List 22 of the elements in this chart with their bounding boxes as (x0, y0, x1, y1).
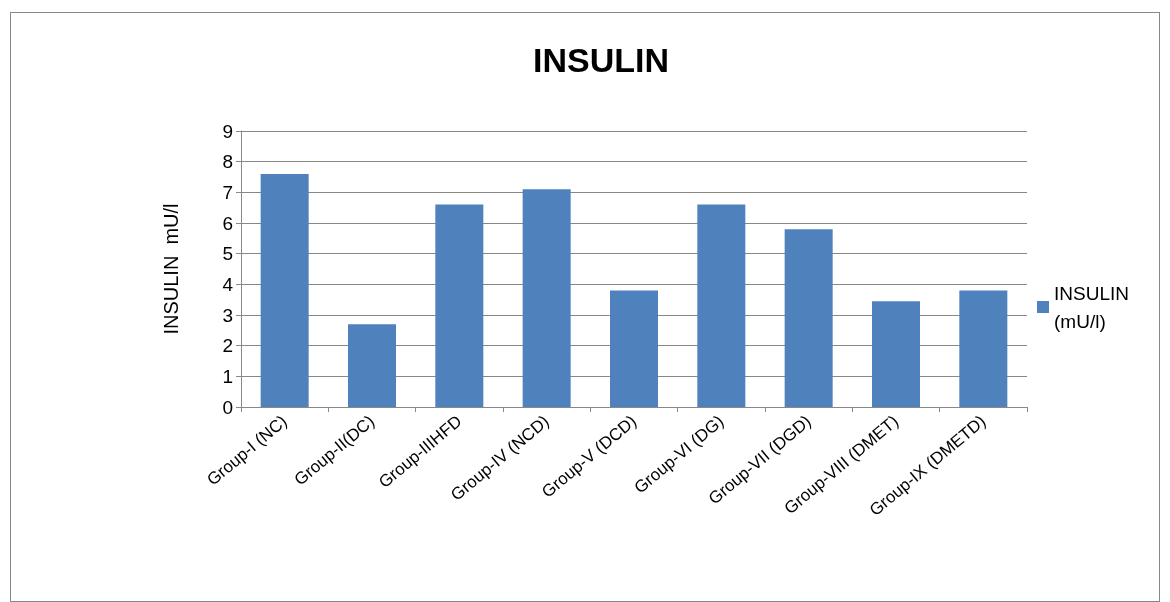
bar (260, 173, 309, 407)
chart-title: INSULIN (533, 41, 669, 79)
bar (784, 229, 833, 407)
y-tick-label: 3 (222, 304, 233, 326)
bar (959, 290, 1008, 407)
y-tick-label: 6 (222, 212, 233, 234)
y-tick-label: 5 (222, 243, 233, 265)
bar (872, 301, 920, 407)
y-tick-label: 2 (222, 335, 233, 357)
y-tick-label: 7 (222, 181, 233, 203)
bar (348, 324, 396, 407)
y-tick-label: 1 (222, 365, 233, 387)
y-tick-label: 9 (222, 120, 233, 142)
y-tick-label: 8 (222, 151, 233, 173)
y-axis-title: INSULIN mU/l (160, 203, 182, 335)
bar (522, 189, 571, 407)
y-tick-label: 0 (222, 396, 233, 418)
bar (697, 204, 746, 407)
bar (435, 204, 484, 407)
legend-label: INSULIN (mU/l) (1054, 282, 1135, 332)
bar (610, 290, 658, 407)
y-tick-label: 4 (222, 273, 234, 295)
